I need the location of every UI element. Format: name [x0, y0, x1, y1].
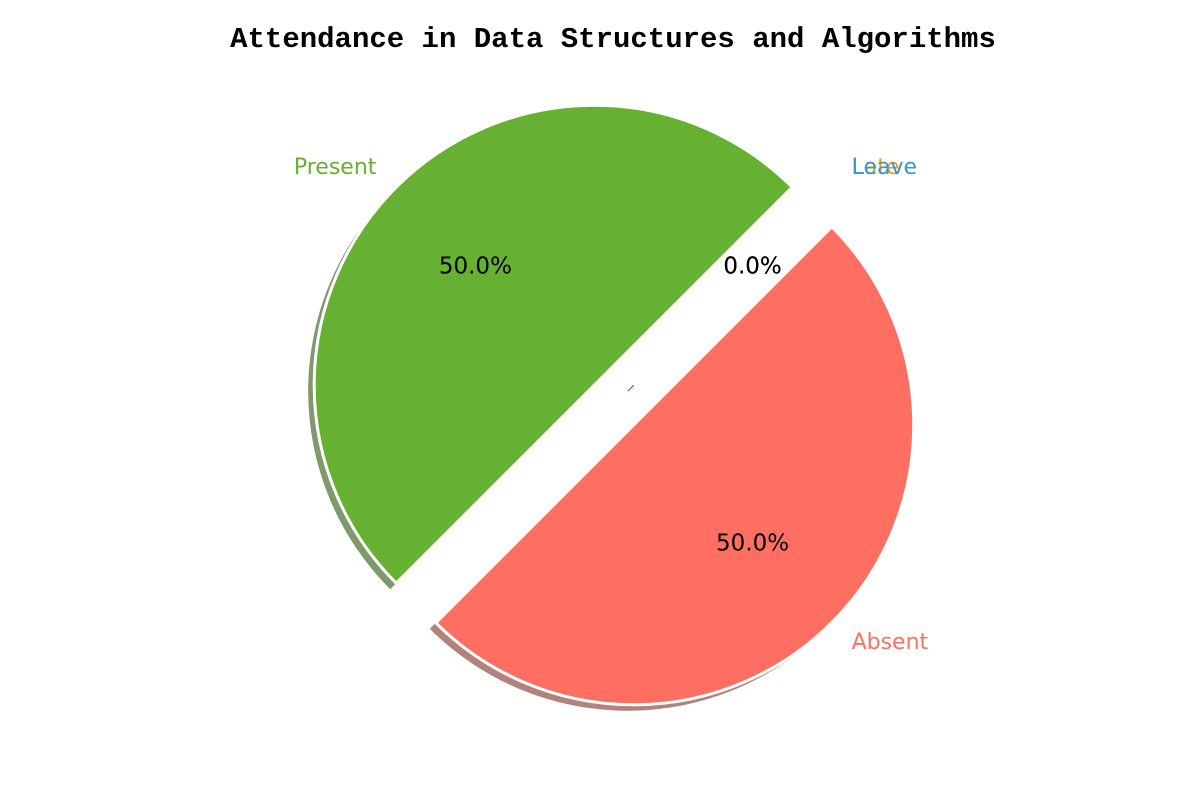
label-present: Present [294, 155, 377, 180]
slice-absent [434, 225, 916, 707]
label-late: Late [852, 155, 900, 180]
percent-label-present: 50.0% [439, 253, 512, 279]
label-leave: Leave [852, 155, 917, 180]
label-absent: Absent [852, 630, 929, 655]
percent-label-late: 0.0% [723, 253, 781, 279]
percent-label-leave: 0.0% [723, 253, 781, 279]
percent-label-absent: 50.0% [716, 531, 789, 557]
slice-leave [632, 186, 833, 387]
slice-present [312, 103, 794, 585]
pie-slices [312, 103, 916, 707]
chart-title: Attendance in Data Structures and Algori… [230, 23, 996, 56]
